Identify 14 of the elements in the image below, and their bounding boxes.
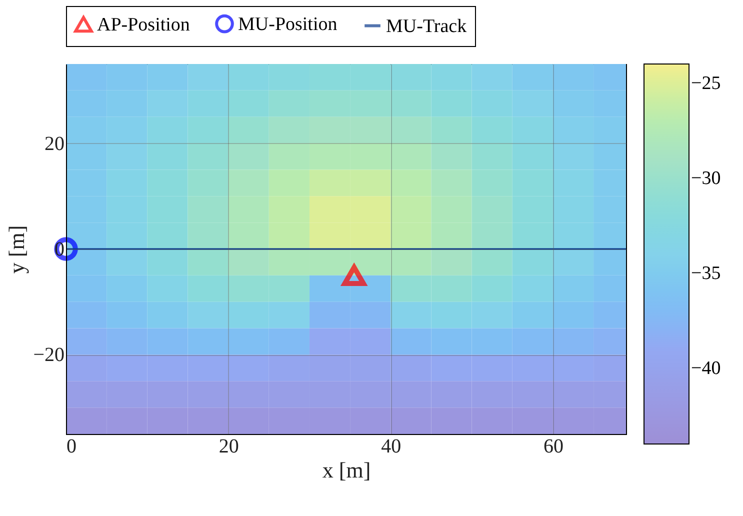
y-axis-title: y [m] [4,225,30,274]
x-tick-label: 40 [381,436,402,458]
color-bar-label: −30 [691,168,721,189]
y-tick-label: −20 [33,344,64,366]
legend-label: MU-Position [238,14,338,35]
color-bar-label: −25 [691,73,721,94]
color-bar-label: −40 [691,358,721,379]
legend-label: MU-Track [386,16,468,37]
x-axis-title: x [m] [322,458,371,482]
x-tick-label: 20 [218,436,239,458]
color-bar-label: −35 [691,263,721,284]
legend-label: AP-Position [97,14,190,36]
y-tick-label: 20 [44,132,64,155]
x-tick-label: 60 [543,436,564,458]
